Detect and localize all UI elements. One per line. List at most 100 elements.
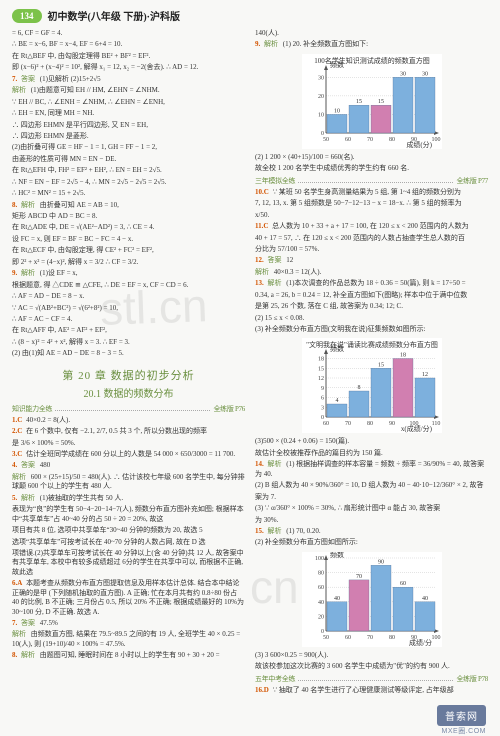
q5-line: 项目有共 8 位, 选项中共享单车“30~40 分钟的频数为 20, 故选 5 bbox=[12, 526, 245, 535]
exp-line: ∴ EH = EN, 同理 MH = NH. bbox=[12, 109, 245, 118]
practice-page: 全练版 P77 bbox=[456, 176, 488, 186]
q7a-ans: 47.5% bbox=[40, 619, 58, 627]
q15-line: (1) 70, 0.20. bbox=[286, 527, 320, 535]
svg-text:40: 40 bbox=[422, 596, 428, 602]
q9-right: 9. 解析 (1) 20. 补全频数直方图如下: bbox=[255, 40, 488, 49]
practice-label: 五年中考全练 bbox=[255, 674, 295, 684]
q13-line: 是第 25, 26 个数, 落在 C 组, 故答案为 0.34; 12; C. bbox=[255, 302, 488, 311]
q13-line: (3) 补全频数分布直方图(文明我在说)征集频数如图所示: bbox=[255, 325, 488, 334]
svg-text:3: 3 bbox=[321, 406, 324, 412]
practice-ref3: 五年中考全练 全练版 P78 bbox=[255, 674, 488, 684]
answer-label: 答案 bbox=[21, 461, 35, 469]
q10c-line: ∵ 某班 50 名学生身高测量结果为 5 组, 第 1~4 组的频数分别为 bbox=[273, 188, 462, 196]
answer-label: 答案 bbox=[268, 256, 282, 264]
exp-line: ∴ (8 − x)² = 4² + x², 解得 x = 3. ∴ EF = 3… bbox=[12, 338, 245, 347]
page-title: 初中数学(八年级 下册)·沪科版 bbox=[48, 8, 181, 23]
q6a-text: 本题考查从频数分布直方图提取信息及用样本估计总体. 结合本中结论正确的是甲 (下… bbox=[12, 579, 244, 615]
q7a-exp-text: 由频数直方图, 结果在 79.5~89.5 之间的有 19 人, 全班学生 40… bbox=[12, 630, 240, 647]
q11c-line: 40 + 17 = 57, ∴ 在 120 ≤ x < 200 范围内的人数占抽… bbox=[255, 234, 488, 243]
svg-text:20: 20 bbox=[318, 94, 324, 100]
q-number: 13. bbox=[255, 279, 264, 287]
svg-text:40: 40 bbox=[318, 600, 324, 606]
practice-label: 知识能力全练 bbox=[12, 404, 52, 414]
q13-calc: (3)500 × (0.24 + 0.06) = 150(篇). bbox=[255, 437, 488, 446]
exp-line: (2) 由(1)知 AE = AD − DE = 8 − 3 = 5. bbox=[12, 349, 245, 358]
svg-text:12: 12 bbox=[318, 376, 324, 382]
svg-text:20: 20 bbox=[318, 614, 324, 620]
exp-line: 在 Rt△ECF 中, 由勾股定理, 得 CE² + FC² = EF², bbox=[12, 246, 245, 255]
svg-text:60: 60 bbox=[323, 421, 329, 427]
answer-label: 答案 bbox=[21, 619, 35, 627]
brand-badge: 普索网 bbox=[437, 705, 486, 726]
q10c-line: x/50. bbox=[255, 211, 488, 220]
exp-line: 矩形 ABCD 中 AD = BC = 8. bbox=[12, 212, 245, 221]
text-line: 即 (x−6)² + (x−4)² = 10², 解得 x₁ = 12, x₂ … bbox=[12, 63, 245, 72]
q9-line: (1) 20. 补全频数直方图如下: bbox=[283, 40, 368, 48]
svg-text:100: 100 bbox=[431, 635, 440, 641]
q-number: 15. bbox=[255, 527, 264, 535]
exp-label: 解析 bbox=[255, 268, 269, 276]
answer-text: (1)见解析 (2)15+2√5 bbox=[40, 75, 101, 83]
exp-line: 根据题意, 得 △CDE ≌ △CFE, ∴ DE = EF = x, CF =… bbox=[12, 281, 245, 290]
q16d: 16.D ∵ 抽取了 40 名学生进行了心理健康测试等级评定, 占年级部 bbox=[255, 686, 488, 695]
svg-text:60: 60 bbox=[400, 581, 406, 587]
q12-exp: 解析 40×0.3 = 12(人). bbox=[255, 268, 488, 277]
svg-text:8: 8 bbox=[357, 385, 360, 391]
exp-label: 解析 bbox=[268, 460, 282, 468]
q1c: 1.C 40×0.2 = 8(人). bbox=[12, 416, 245, 425]
svg-text:15: 15 bbox=[378, 99, 384, 105]
q4: 4. 答案 480 bbox=[12, 461, 245, 470]
q11c-line: 分比为 57/100 = 57%. bbox=[255, 245, 488, 254]
exp-line: (1)设 EF = x, bbox=[40, 269, 78, 277]
q7-answer: 7. 答案 (1)见解析 (2)15+2√5 bbox=[12, 75, 245, 84]
svg-text:80: 80 bbox=[367, 421, 373, 427]
exp-line: 在 Rt△AFF 中, AE² = AF² + EF², bbox=[12, 326, 245, 335]
svg-text:15: 15 bbox=[356, 99, 362, 105]
exp-label: 解析 bbox=[268, 527, 282, 535]
svg-text:100: 100 bbox=[431, 137, 440, 143]
exp-line: 由折叠可知 AE = AB = 10, bbox=[40, 201, 119, 209]
right-column: 140(人). 9. 解析 (1) 20. 补全频数直方图如下: 100名学生知… bbox=[255, 27, 488, 697]
svg-text:4: 4 bbox=[335, 398, 338, 404]
dotted-leader bbox=[298, 676, 453, 681]
practice-page: 全练版 P78 bbox=[456, 674, 488, 684]
q14-line: (3) ∵ α/360° × 100% = 30%, ∴ 扇形统计图中 α 能占… bbox=[255, 504, 488, 513]
dotted-leader bbox=[55, 406, 210, 411]
q13-concl: 故估计全校被推荐作品的篇目约为 150 篇. bbox=[255, 449, 488, 458]
q10c: 10.C ∵ 某班 50 名学生身高测量结果为 5 组, 第 1~4 组的频数分… bbox=[255, 188, 488, 197]
svg-text:12: 12 bbox=[422, 372, 428, 378]
svg-text:10: 10 bbox=[318, 112, 324, 118]
svg-text:50: 50 bbox=[323, 137, 329, 143]
svg-text:60: 60 bbox=[318, 585, 324, 591]
two-column-layout: = 6, CF = GF = 4. ∴ BE = x−6, BF = x−4, … bbox=[0, 27, 500, 709]
q3c: 3.C 估计全班同学成绩在 600 分以上的人数是 54 000 × 650/3… bbox=[12, 450, 245, 459]
svg-text:110: 110 bbox=[431, 421, 440, 427]
q15-line: (2) 补全频数分布直方图如图所示: bbox=[255, 538, 488, 547]
q15-calc: (3) 3 600×0.25 = 900(人). bbox=[255, 651, 488, 660]
q-number: 4. bbox=[12, 461, 17, 469]
svg-text:80: 80 bbox=[389, 137, 395, 143]
exp-label: 解析 bbox=[21, 201, 35, 209]
q-number: 6.A bbox=[12, 579, 22, 587]
exp-label: 解析 bbox=[21, 494, 35, 502]
chart1-box: 100名学生知识测试成绩的频数直方图0102030频数1015153030506… bbox=[255, 54, 488, 149]
q11c-line: 总人数为 10 + 33 + a + 17 = 100, 在 120 ≤ x <… bbox=[272, 222, 468, 230]
q14-line: (1) 根据抽样调查的样本容量 = 频数 ÷ 频率 = 36/90% = 40,… bbox=[255, 460, 484, 477]
svg-text:频数: 频数 bbox=[330, 344, 344, 353]
q-number: 16.D bbox=[255, 686, 269, 694]
q5-line: (1)被抽取的学生共有 50 人. bbox=[40, 494, 123, 502]
q2c-line2: 是 3/6 × 100% = 50%. bbox=[12, 439, 245, 448]
q-text: 估计全班同学成绩在 600 分以上的人数是 54 000 × 650/3000 … bbox=[26, 450, 235, 458]
svg-text:90: 90 bbox=[378, 559, 384, 565]
practice-page: 全练版 P76 bbox=[213, 404, 245, 414]
q-number: 1.C bbox=[12, 416, 22, 424]
q-number: 8. bbox=[12, 201, 17, 209]
svg-text:10: 10 bbox=[334, 108, 340, 114]
exp-line: ∴ HC² = MN² = 15 + 2√5. bbox=[12, 189, 245, 198]
q-number: 14. bbox=[255, 460, 264, 468]
svg-text:70: 70 bbox=[356, 574, 362, 580]
brand-sub: MXE圈.COM bbox=[442, 726, 486, 736]
q5-line: 选项“共享单车”可按考试长在 40~70 分钟的人数占网, 故在 D 选 bbox=[12, 538, 245, 547]
svg-text:60: 60 bbox=[345, 635, 351, 641]
q9: 9. 解析 (1)设 EF = x, bbox=[12, 269, 245, 278]
